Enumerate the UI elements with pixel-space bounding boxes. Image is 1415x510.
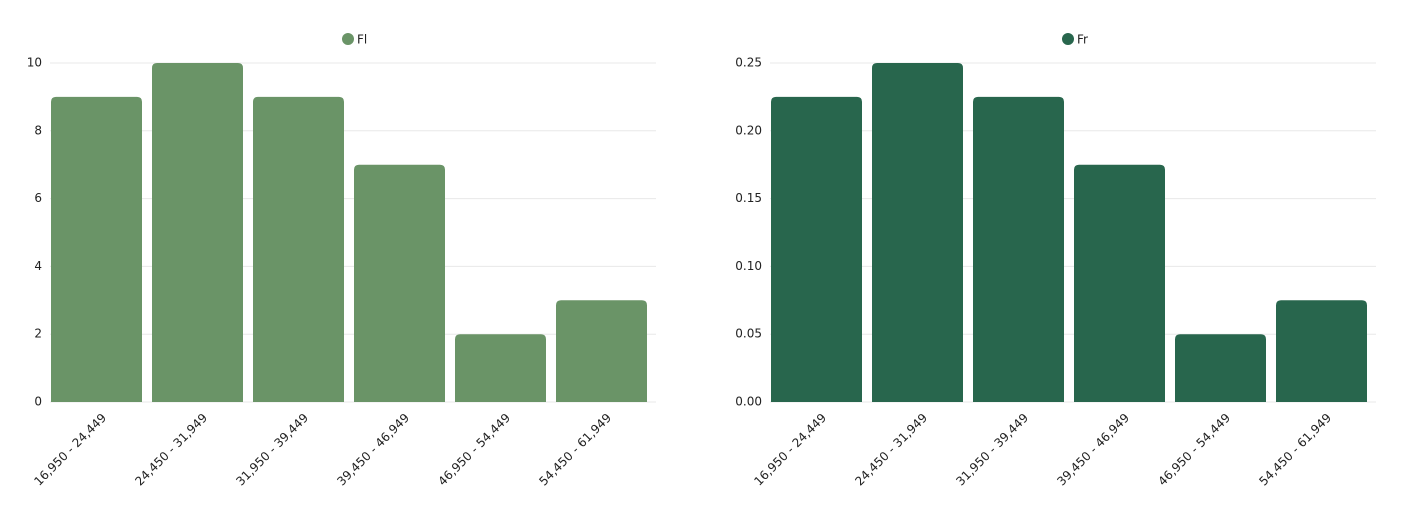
chart: 0.00 0.05 0.10 0.15 0.20 0.25 Fr 16,950 - 24,44…	[735, 33, 1376, 489]
y-tick-label: 0.05	[735, 327, 762, 341]
y-tick-label: 0	[34, 395, 42, 409]
y-tick-label: 2	[34, 327, 42, 341]
bar	[1175, 334, 1266, 402]
x-tick-label: 31,950 - 39,449	[233, 411, 311, 489]
bar	[1276, 300, 1367, 402]
bar	[771, 96, 862, 403]
x-tick-label: 46,950 - 54,449	[1155, 411, 1233, 489]
bar	[354, 164, 445, 402]
x-tick-label: 54,450 - 61,949	[536, 411, 614, 489]
y-tick-label: 0.15	[735, 191, 762, 205]
x-tick-label: 39,450 - 46,949	[1054, 411, 1132, 489]
x-tick-label: 24,450 - 31,949	[852, 411, 930, 489]
bar	[1074, 164, 1165, 402]
x-tick-label: 24,450 - 31,949	[132, 411, 210, 489]
y-tick-label: 0.00	[735, 395, 762, 409]
bar	[973, 96, 1064, 403]
legend-marker	[1062, 33, 1074, 45]
bar	[455, 334, 546, 402]
y-tick-label: 10	[27, 56, 42, 70]
y-tick-label: 8	[34, 123, 42, 137]
y-tick-label: 6	[34, 191, 42, 205]
legend-label: Fl	[357, 33, 367, 47]
x-tick-label: 39,450 - 46,949	[334, 411, 412, 489]
x-tick-label: 16,950 - 24,449	[751, 411, 829, 489]
x-tick-label: 16,950 - 24,449	[31, 411, 109, 489]
x-tick-label: 31,950 - 39,449	[953, 411, 1031, 489]
legend-label: Fr	[1077, 33, 1088, 47]
bar	[556, 300, 647, 402]
y-tick-label: 0.20	[735, 123, 762, 137]
bar	[872, 63, 963, 402]
legend-marker	[342, 33, 354, 45]
bar	[253, 96, 344, 403]
y-tick-label: 4	[34, 259, 42, 273]
chart: 0 2 4 6 8 10 Fl 16,950 - 24,449 24,450 - 31,949 3…	[27, 33, 656, 489]
y-tick-label: 0.10	[735, 259, 762, 273]
x-tick-label: 46,950 - 54,449	[435, 411, 513, 489]
bar	[152, 63, 243, 402]
y-tick-label: 0.25	[735, 56, 762, 70]
x-tick-label: 54,450 - 61,949	[1256, 411, 1334, 489]
bar	[51, 96, 142, 403]
